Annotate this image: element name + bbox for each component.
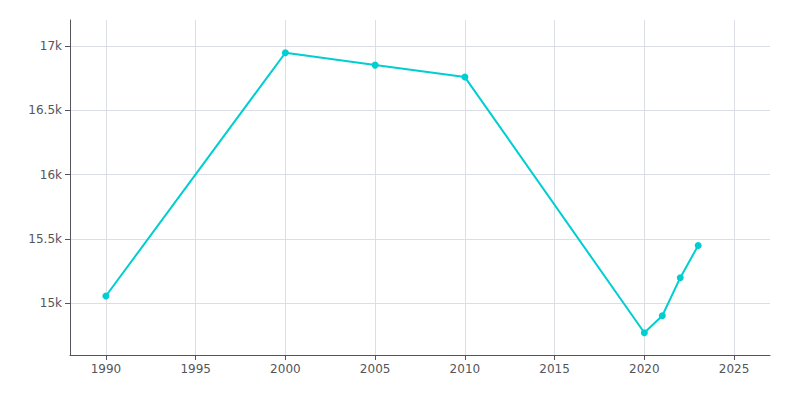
svg-text:1990: 1990 [91, 362, 122, 376]
svg-text:16k: 16k [40, 168, 62, 182]
svg-text:2020: 2020 [629, 362, 660, 376]
svg-text:2010: 2010 [450, 362, 481, 376]
svg-text:2000: 2000 [270, 362, 301, 376]
svg-text:16.5k: 16.5k [28, 103, 62, 117]
svg-text:17k: 17k [40, 39, 62, 53]
svg-text:2005: 2005 [360, 362, 391, 376]
svg-text:2025: 2025 [719, 362, 750, 376]
svg-text:15k: 15k [40, 296, 62, 310]
svg-text:2015: 2015 [539, 362, 570, 376]
svg-text:1995: 1995 [180, 362, 211, 376]
svg-text:15.5k: 15.5k [28, 232, 62, 246]
